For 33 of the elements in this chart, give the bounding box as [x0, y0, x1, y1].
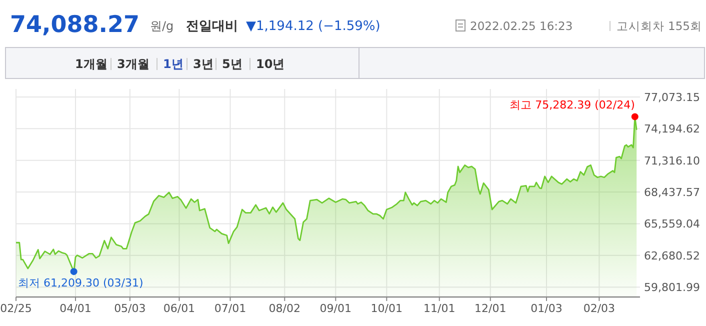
x-tick-label: 11/01	[424, 302, 456, 315]
annotation: 최고 75,282.39 (02/24)	[510, 98, 635, 112]
x-tick-label: 09/01	[320, 302, 352, 315]
text: 5년	[222, 57, 242, 71]
text: 3개월	[117, 57, 150, 71]
text: 1년	[163, 57, 184, 71]
x-tick-label: 01/03	[530, 302, 562, 315]
y-tick-label: 59,801.99	[644, 281, 700, 294]
text: 전일대비	[186, 19, 238, 34]
y-tick-label: 71,316.10	[644, 154, 700, 168]
y-tick-label: 77,073.15	[644, 91, 700, 104]
text: 10년	[256, 57, 285, 71]
x-tick-label: 04/01	[60, 302, 92, 315]
x-tick-label: 06/01	[163, 302, 196, 315]
text: ▼1,194.12 (−1.59%)	[246, 19, 380, 34]
text: 3년	[193, 57, 214, 71]
text: 1개월	[75, 57, 108, 71]
y-tick-label: 62,680.52	[644, 249, 700, 262]
x-tick-label: 08/02	[268, 302, 300, 315]
x-tick-label: 05/03	[114, 302, 146, 315]
text: 2022.02.25 16:23	[470, 19, 573, 33]
text: 원/g	[150, 19, 174, 33]
annotation: 최저 61,209.30 (03/31)	[18, 276, 144, 290]
x-tick-label: 02/25	[0, 302, 32, 315]
x-tick-label: 07/01	[214, 302, 246, 315]
y-tick-label: 68,437.57	[644, 186, 700, 200]
y-tick-label: 74,194.62	[644, 122, 700, 136]
x-tick-label: 10/01	[370, 302, 403, 315]
x-tick-label: 12/01	[474, 302, 506, 315]
y-tick-label: 65,559.04	[644, 218, 700, 231]
chart-title: 74,088.27	[10, 12, 140, 38]
x-tick-label: 02/03	[583, 302, 616, 315]
text: 고시회차 155회	[616, 19, 702, 33]
